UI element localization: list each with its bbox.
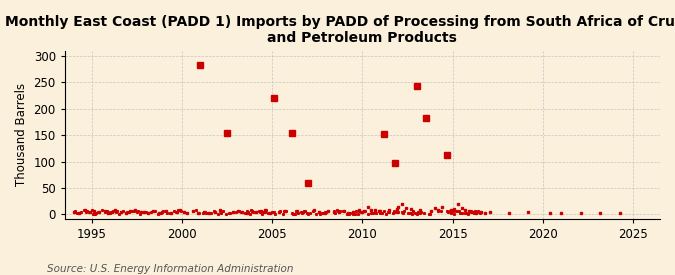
Text: Source: U.S. Energy Information Administration: Source: U.S. Energy Information Administ…: [47, 264, 294, 274]
Title: Monthly East Coast (PADD 1) Imports by PADD of Processing from South Africa of C: Monthly East Coast (PADD 1) Imports by P…: [5, 15, 675, 45]
Y-axis label: Thousand Barrels: Thousand Barrels: [15, 83, 28, 186]
